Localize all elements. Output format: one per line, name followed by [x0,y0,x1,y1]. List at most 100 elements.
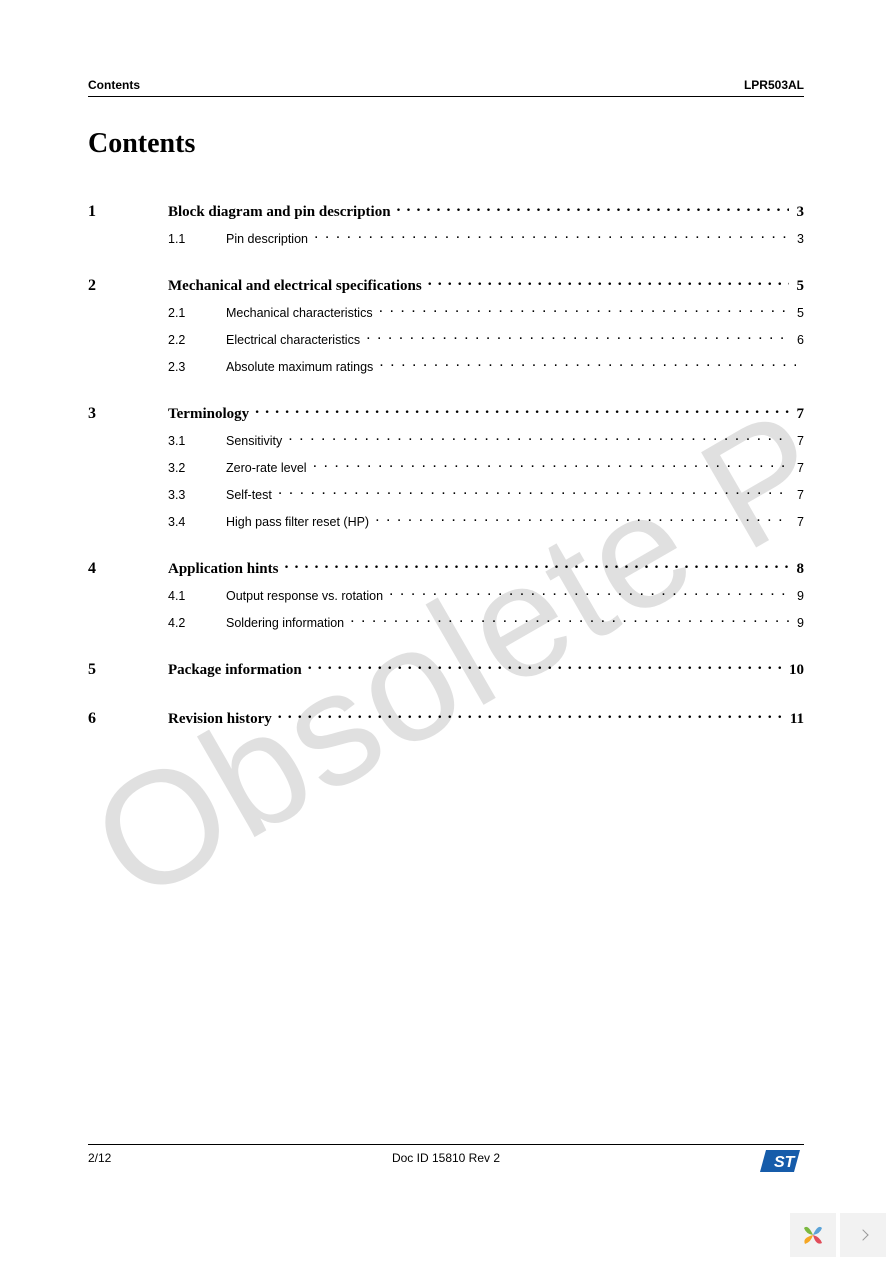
toc-section: 1Block diagram and pin description31.1Pi… [88,200,804,246]
toc-leader [373,301,789,317]
toc-subsection-line[interactable]: 2.1Mechanical characteristics 5 [168,301,804,320]
toc-subsection-number: 3.3 [168,488,226,502]
toc-section-number: 4 [88,560,168,578]
toc-subsection-page: 9 [793,589,804,603]
header-rule [88,96,804,97]
toc-subsection-line[interactable]: 4.1Output response vs. rotation 9 [168,584,804,603]
chevron-right-icon [857,1229,868,1240]
toc-subsection-page: 3 [793,232,804,246]
toc-section-page: 7 [793,406,805,423]
toc-leader [373,355,796,371]
toc-leader [272,707,782,723]
toc-subsection-number: 4.1 [168,589,226,603]
toc-leader [307,456,789,472]
header: Contents LPR503AL [88,78,804,92]
toc-subsection-page: 6 [793,333,804,347]
toc-subsection-number: 3.4 [168,515,226,529]
footer-doc-id: Doc ID 15810 Rev 2 [392,1151,500,1165]
toc-subsection-title: Zero-rate level [226,461,307,475]
yii-icon [800,1222,826,1248]
footer-page-number: 2/12 [88,1151,111,1165]
toc-section-line[interactable]: 1Block diagram and pin description 3 [88,200,804,221]
toc-subsection-page: 7 [793,434,804,448]
toc-section: 4Application hints 8 4.1Output response vs… [88,557,804,630]
toc-section-title: Revision history [168,711,272,728]
page-title: Contents [88,128,195,160]
toc-section-number: 3 [88,405,168,423]
toc-section-number: 2 [88,277,168,295]
toc-section-page: 5 [793,278,805,295]
toc-section-page: 10 [785,662,804,679]
toc-subsection-line[interactable]: 4.2Soldering information 9 [168,611,804,630]
header-right: LPR503AL [744,78,804,92]
toc-leader [360,328,789,344]
toc-subsection-number: 3.2 [168,461,226,475]
toc-subsection-page: 5 [793,306,804,320]
toc-section-title: Package information [168,662,302,679]
toc-leader [249,402,788,418]
toc-subsection-number: 2.1 [168,306,226,320]
toc-subsection-page: 7 [793,515,804,529]
toc-subsection-number: 1.1 [168,232,226,246]
toc-leader [391,200,789,216]
toc-section-title: Terminology [168,406,249,423]
toc-subsection-title: Pin description [226,232,308,246]
toc-subsection-page: 9 [793,616,804,630]
toc-section-title: Mechanical and electrical specifications [168,278,422,295]
toc-subsection-line[interactable]: 2.2Electrical characteristics 6 [168,328,804,347]
footer-rule [88,1144,804,1145]
table-of-contents: 1Block diagram and pin description31.1Pi… [88,200,804,756]
toc-section-number: 6 [88,710,168,728]
toc-subsection-line[interactable]: 2.3Absolute maximum ratings [168,355,804,374]
toc-subsection-title: Self-test [226,488,272,502]
toc-leader [282,429,789,445]
toc-subsection-line[interactable]: 3.2Zero-rate level 7 [168,456,804,475]
toc-section-number: 1 [88,203,168,221]
toc-section-line[interactable]: 5Package information 10 [88,658,804,679]
toc-subsection-title: High pass filter reset (HP) [226,515,369,529]
toc-section-title: Application hints [168,561,278,578]
toc-subsection-title: Sensitivity [226,434,282,448]
toc-subsection-title: Soldering information [226,616,344,630]
toc-leader [302,658,781,674]
next-page-button[interactable] [840,1213,886,1257]
toc-subsection-title: Electrical characteristics [226,333,360,347]
toc-subsection-page: 7 [793,488,804,502]
toc-section-page: 3 [793,204,805,221]
toc-subsection-number: 3.1 [168,434,226,448]
toc-section-line[interactable]: 4Application hints 8 [88,557,804,578]
toc-leader [344,611,789,627]
toc-section: 5Package information 10 [88,658,804,679]
toc-subsection-number: 2.2 [168,333,226,347]
yii-icon-button[interactable] [790,1213,836,1257]
svg-text:ST: ST [774,1154,796,1171]
toc-section: 3Terminology73.1Sensitivity73.2Zero-rate… [88,402,804,529]
toc-section-line[interactable]: 6Revision history 11 [88,707,804,728]
toc-subsection-line[interactable]: 1.1Pin description 3 [168,227,804,246]
toc-section-page: 8 [793,561,805,578]
page: Obsolete P Contents LPR503AL Contents 1B… [0,0,892,1263]
toc-subsection-title: Absolute maximum ratings [226,360,373,374]
viewer-toolbar [790,1213,886,1257]
header-left: Contents [88,78,140,92]
toc-leader [369,510,789,526]
toc-section-line[interactable]: 3Terminology 7 [88,402,804,423]
toc-section: 6Revision history 11 [88,707,804,728]
st-logo: ST [760,1146,804,1176]
toc-subsection-number: 4.2 [168,616,226,630]
toc-subsection-line[interactable]: 3.1Sensitivity 7 [168,429,804,448]
toc-section-line[interactable]: 2Mechanical and electrical specification… [88,274,804,295]
toc-leader [272,483,789,499]
toc-section-number: 5 [88,661,168,679]
toc-section: 2Mechanical and electrical specification… [88,274,804,374]
toc-subsection-line[interactable]: 3.4High pass filter reset (HP) 7 [168,510,804,529]
toc-subsection-title: Mechanical characteristics [226,306,373,320]
toc-section-title: Block diagram and pin description [168,204,391,221]
toc-subsection-line[interactable]: 3.3Self-test 7 [168,483,804,502]
toc-leader [278,557,788,573]
toc-section-page: 11 [786,711,804,728]
toc-subsection-page: 7 [793,461,804,475]
toc-leader [383,584,789,600]
toc-subsection-title: Output response vs. rotation [226,589,383,603]
toc-leader [422,274,789,290]
